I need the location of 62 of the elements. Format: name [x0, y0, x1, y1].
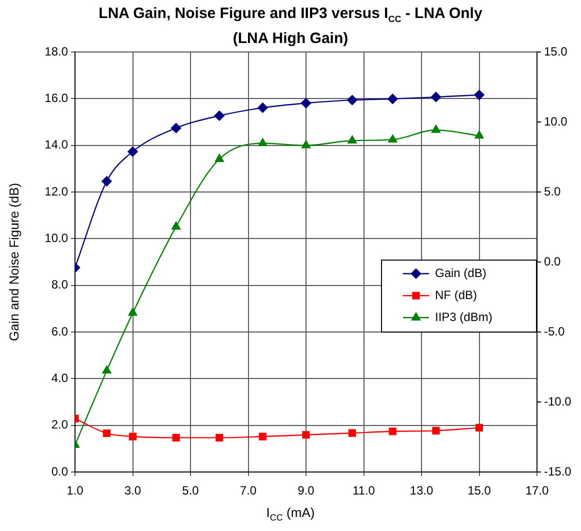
y-tick-label: 18.0: [44, 44, 68, 58]
y-tick-label: 14.0: [44, 138, 68, 152]
y-tick-label: 0.0: [51, 464, 68, 478]
x-tick-label: 9.0: [298, 484, 315, 498]
point: [475, 424, 484, 432]
y-tick-label: 4.0: [51, 370, 68, 385]
point: [347, 94, 358, 106]
point: [128, 146, 138, 157]
y2-tick-label: -10.0: [544, 394, 572, 408]
point: [214, 110, 224, 121]
x-tick-label: 5.0: [182, 484, 200, 498]
point: [172, 222, 181, 230]
point: [214, 154, 224, 162]
x-tick-label: 3.0: [124, 484, 142, 498]
y2-tick-label: -5.0: [544, 324, 566, 338]
point: [102, 176, 112, 186]
point: [474, 130, 484, 139]
chart-title: LNA Gain, Noise Figure and IIP3 versus I$_{CC}$ - LNA Only (LNA High Gain): [98, 5, 482, 47]
point: [432, 426, 440, 434]
x-axis-title: I$_{CC}$ (mA): [265, 505, 316, 523]
point: [216, 434, 224, 442]
point: [102, 429, 111, 438]
legend-label: NF (dB): [435, 288, 478, 302]
point: [300, 98, 312, 108]
point: [430, 92, 442, 102]
point: [102, 366, 112, 374]
point: [348, 429, 356, 437]
point: [388, 134, 398, 142]
y-tick-label: 6.0: [51, 324, 68, 338]
y2-tick-label: 10.0: [544, 114, 568, 128]
point: [474, 90, 484, 100]
point: [431, 124, 440, 133]
y2-tick-label: -15.0: [544, 464, 572, 478]
point: [258, 138, 268, 146]
y2-tick-label: 15.0: [544, 44, 568, 58]
legend-label: IIP3 (dBm): [435, 310, 492, 324]
point: [258, 432, 266, 440]
x-tick-label: 1.0: [66, 484, 84, 498]
x-tick-label: 17.0: [525, 484, 549, 498]
y-tick-label: 8.0: [51, 278, 68, 292]
y2-tick-label: 0.0: [544, 254, 562, 268]
x-tick-label: 13.0: [410, 484, 434, 498]
y-tick-label: 10.0: [44, 230, 68, 245]
point: [128, 432, 137, 440]
x-tick-label: 15.0: [468, 484, 492, 498]
point: [258, 102, 268, 113]
point: [388, 428, 396, 436]
point: [172, 434, 180, 442]
point: [302, 431, 310, 439]
y-axis-title: Gain and Noise Figure (dB): [6, 182, 22, 342]
y-tick-label: 12.0: [44, 184, 68, 198]
x-tick-label: 11.0: [352, 484, 376, 498]
legend-label: Gain (dB): [435, 266, 486, 280]
y2-tick-label: 5.0: [544, 184, 562, 198]
point: [348, 136, 357, 144]
point: [302, 140, 310, 148]
x-tick-label: 7.0: [240, 484, 257, 498]
point: [128, 308, 138, 316]
point: [170, 122, 182, 134]
y-tick-label: 16.0: [44, 90, 68, 105]
point: [388, 94, 398, 104]
y-tick-label: 2.0: [51, 418, 68, 432]
